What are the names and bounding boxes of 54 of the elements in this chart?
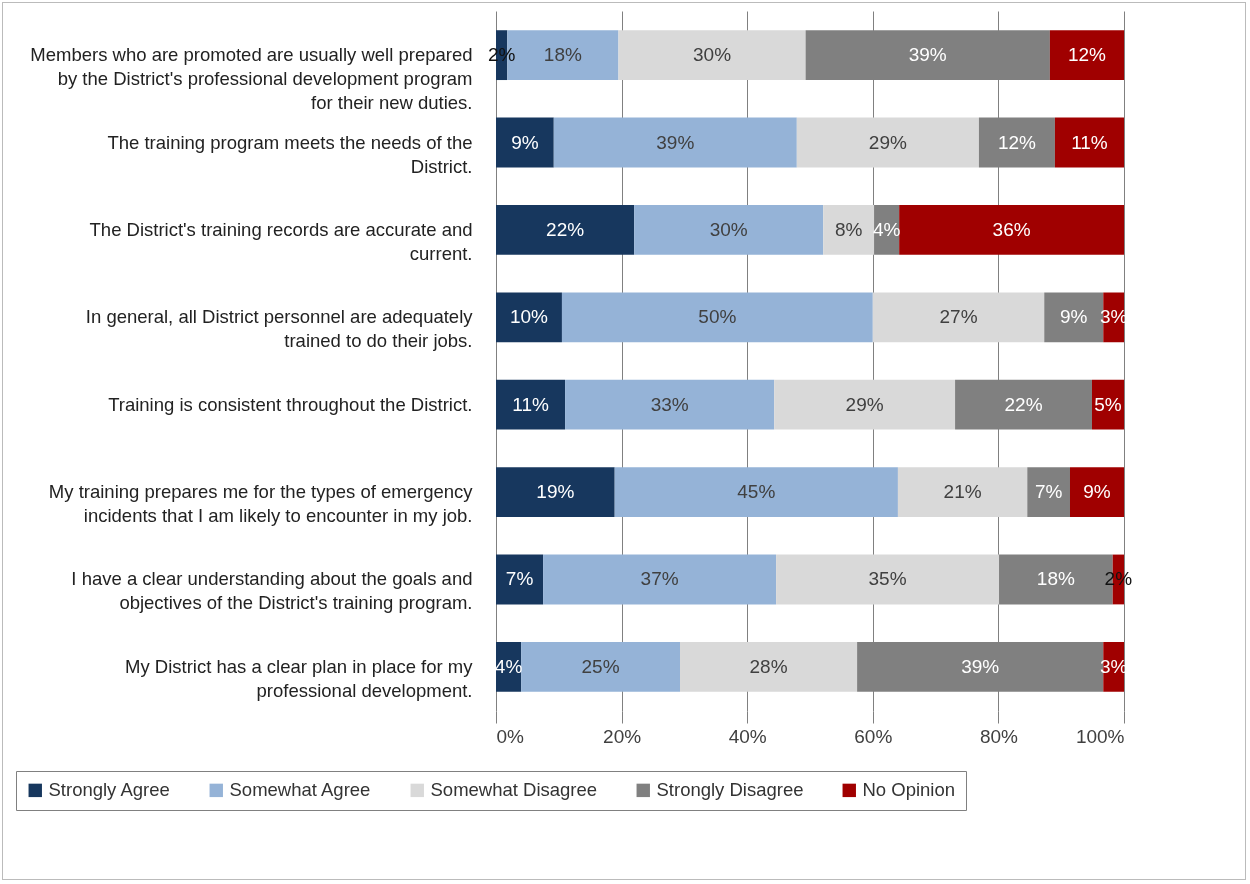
x-tick-label: 0% bbox=[496, 725, 525, 747]
data-label: 29% bbox=[845, 393, 884, 415]
y-tick-label: The training program meets the needs of the District. bbox=[107, 131, 473, 177]
data-label: 9% bbox=[511, 131, 539, 153]
data-label: 11% bbox=[512, 393, 549, 415]
data-label: 35% bbox=[868, 568, 907, 590]
data-label: 39% bbox=[908, 44, 947, 66]
y-tick-label: Members who are promoted are usually well prepared by the District's professional development program for their new duties. bbox=[30, 44, 473, 114]
y-tick-label: In general, all District personnel are adequately trained to do their jobs. bbox=[85, 306, 474, 352]
y-tick-label: I have a clear understanding about the goals and objectives of the District's training program. bbox=[71, 568, 473, 614]
x-tick-label: 40% bbox=[728, 725, 767, 747]
data-label: 8% bbox=[834, 218, 863, 240]
data-label: 12% bbox=[1067, 44, 1107, 66]
data-label: 28% bbox=[749, 655, 788, 677]
data-label: 12% bbox=[997, 131, 1037, 153]
data-label: 19% bbox=[536, 481, 575, 503]
data-label: 10% bbox=[509, 306, 549, 328]
legend-label: Strongly Disagree bbox=[656, 779, 804, 801]
data-label: 36% bbox=[992, 218, 1031, 240]
legend-label: No Opinion bbox=[862, 779, 956, 801]
legend-label: Strongly Agree bbox=[48, 779, 170, 801]
legend-label: Somewhat Disagree bbox=[430, 779, 598, 801]
y-tick-label: The District's training records are accurate and current. bbox=[89, 218, 473, 264]
data-label: 25% bbox=[581, 655, 620, 677]
data-label: 2% bbox=[1104, 568, 1133, 590]
y-tick-label: My training prepares me for the types of emergency incidents that I am likely to encounter in my job. bbox=[48, 481, 474, 527]
data-label: 50% bbox=[698, 306, 737, 328]
x-tick-label: 100% bbox=[1075, 725, 1125, 747]
y-tick-label: My District has a clear plan in place for my professional development. bbox=[124, 655, 474, 701]
data-label: 30% bbox=[709, 218, 748, 240]
data-label: 30% bbox=[693, 44, 732, 66]
data-label: 9% bbox=[1083, 481, 1111, 503]
data-label: 37% bbox=[640, 568, 679, 590]
data-label: 7% bbox=[1034, 481, 1063, 503]
data-label: 22% bbox=[546, 218, 585, 240]
data-label: 21% bbox=[943, 481, 982, 503]
x-tick-label: 60% bbox=[854, 725, 893, 747]
data-label: 7% bbox=[505, 568, 534, 590]
data-label: 18% bbox=[1036, 568, 1075, 590]
data-label: 22% bbox=[1004, 393, 1043, 415]
data-label: 39% bbox=[961, 655, 1000, 677]
data-label: 5% bbox=[1094, 393, 1122, 415]
data-label: 33% bbox=[650, 393, 689, 415]
data-label: 11% bbox=[1071, 131, 1108, 153]
data-label: 27% bbox=[939, 306, 978, 328]
legend-label: Somewhat Agree bbox=[229, 779, 371, 801]
data-label: 29% bbox=[868, 131, 907, 153]
data-label: 18% bbox=[543, 44, 582, 66]
y-tick-label: Training is consistent throughout the District. bbox=[108, 393, 473, 415]
data-label: 45% bbox=[737, 481, 776, 503]
x-tick-label: 20% bbox=[603, 725, 642, 747]
data-label: 39% bbox=[656, 131, 695, 153]
data-label: 9% bbox=[1060, 306, 1088, 328]
x-tick-label: 80% bbox=[979, 725, 1019, 747]
